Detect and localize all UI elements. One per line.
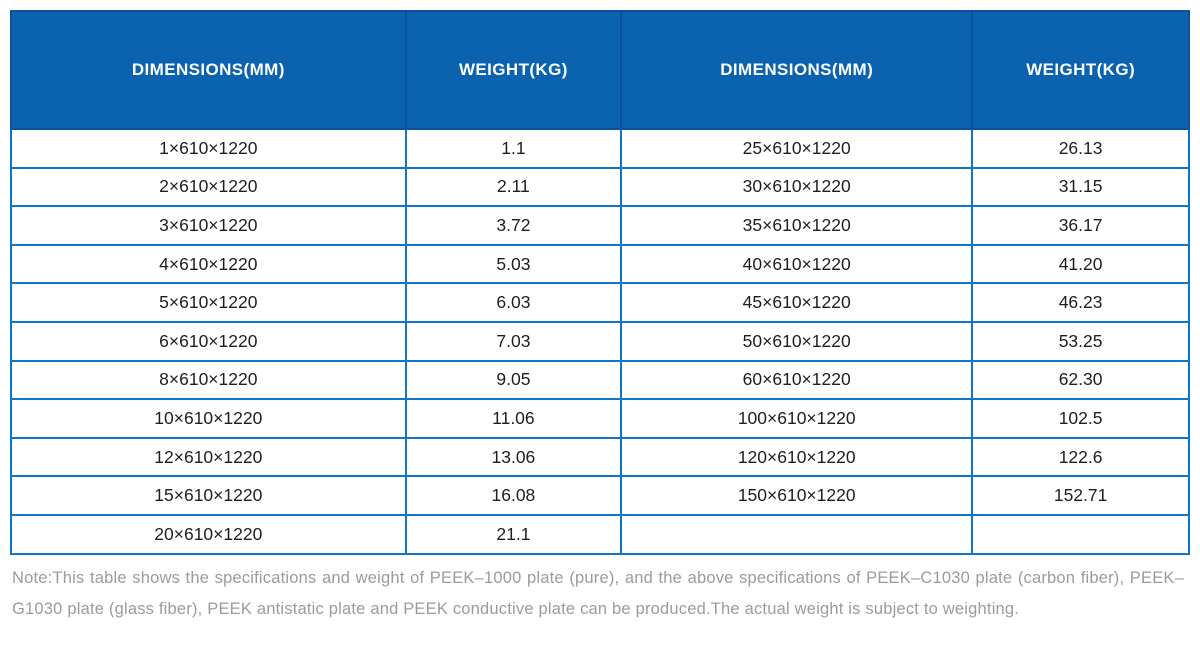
table-cell: 40×610×1220: [620, 243, 974, 285]
table-cell: 50×610×1220: [620, 320, 974, 362]
table-row: 12×610×1220 13.06 120×610×1220 122.6: [10, 436, 1190, 478]
table-cell: 5×610×1220: [10, 282, 407, 323]
table-cell: 12×610×1220: [10, 436, 407, 478]
table-cell: 152.71: [971, 475, 1190, 516]
table-row: 15×610×1220 16.08 150×610×1220 152.71: [10, 475, 1190, 516]
table-row: 20×610×1220 21.1: [10, 513, 1190, 555]
table-row: 2×610×1220 2.11 30×610×1220 31.15: [10, 166, 1190, 208]
table-cell: 2×610×1220: [10, 166, 407, 208]
table-cell: 31.15: [971, 166, 1190, 208]
table-row: 4×610×1220 5.03 40×610×1220 41.20: [10, 243, 1190, 285]
table-cell: 36.17: [971, 205, 1190, 246]
table-cell: 8×610×1220: [10, 359, 407, 401]
table-cell: 60×610×1220: [620, 359, 974, 401]
table-cell: [971, 513, 1190, 555]
table-cell: 1×610×1220: [10, 128, 407, 169]
header-dimensions-right: DIMENSIONS(MM): [620, 10, 974, 130]
table-header: DIMENSIONS(MM) WEIGHT(KG) DIMENSIONS(MM)…: [10, 10, 1190, 130]
table-cell: 3.72: [404, 205, 623, 246]
table-cell: 16.08: [404, 475, 623, 516]
table-cell: 2.11: [404, 166, 623, 208]
table-cell: 1.1: [404, 128, 623, 169]
table-cell: 26.13: [971, 128, 1190, 169]
table-cell: 100×610×1220: [620, 398, 974, 439]
table-cell: 45×610×1220: [620, 282, 974, 323]
table-cell: 6×610×1220: [10, 320, 407, 362]
table-cell: 122.6: [971, 436, 1190, 478]
table-cell: 62.30: [971, 359, 1190, 401]
table-body: 1×610×1220 1.1 25×610×1220 26.13 2×610×1220 2…: [10, 128, 1190, 555]
header-weight-right: WEIGHT(KG): [971, 10, 1190, 130]
table-cell: 7.03: [404, 320, 623, 362]
table-cell: 150×610×1220: [620, 475, 974, 516]
table-cell: 30×610×1220: [620, 166, 974, 208]
table-row: 3×610×1220 3.72 35×610×1220 36.17: [10, 205, 1190, 246]
table-cell: 13.06: [404, 436, 623, 478]
table-cell: 102.5: [971, 398, 1190, 439]
table-cell: 4×610×1220: [10, 243, 407, 285]
table-cell: [620, 513, 974, 555]
table-cell: 10×610×1220: [10, 398, 407, 439]
header-weight-left: WEIGHT(KG): [404, 10, 623, 130]
header-row: DIMENSIONS(MM) WEIGHT(KG) DIMENSIONS(MM)…: [10, 10, 1190, 130]
table-cell: 9.05: [404, 359, 623, 401]
table-row: 6×610×1220 7.03 50×610×1220 53.25: [10, 320, 1190, 362]
table-cell: 25×610×1220: [620, 128, 974, 169]
table-cell: 20×610×1220: [10, 513, 407, 555]
table-row: 5×610×1220 6.03 45×610×1220 46.23: [10, 282, 1190, 323]
table-cell: 35×610×1220: [620, 205, 974, 246]
table-row: 10×610×1220 11.06 100×610×1220 102.5: [10, 398, 1190, 439]
spec-table: DIMENSIONS(MM) WEIGHT(KG) DIMENSIONS(MM)…: [10, 10, 1190, 555]
table-cell: 53.25: [971, 320, 1190, 362]
table-cell: 3×610×1220: [10, 205, 407, 246]
table-cell: 15×610×1220: [10, 475, 407, 516]
table-cell: 11.06: [404, 398, 623, 439]
header-dimensions-left: DIMENSIONS(MM): [10, 10, 407, 130]
table-cell: 5.03: [404, 243, 623, 285]
table-row: 1×610×1220 1.1 25×610×1220 26.13: [10, 128, 1190, 169]
table-cell: 46.23: [971, 282, 1190, 323]
table-row: 8×610×1220 9.05 60×610×1220 62.30: [10, 359, 1190, 401]
note-text: Note:This table shows the specifications…: [12, 568, 1184, 618]
table-cell: 6.03: [404, 282, 623, 323]
table-cell: 21.1: [404, 513, 623, 555]
table-cell: 41.20: [971, 243, 1190, 285]
table-cell: 120×610×1220: [620, 436, 974, 478]
